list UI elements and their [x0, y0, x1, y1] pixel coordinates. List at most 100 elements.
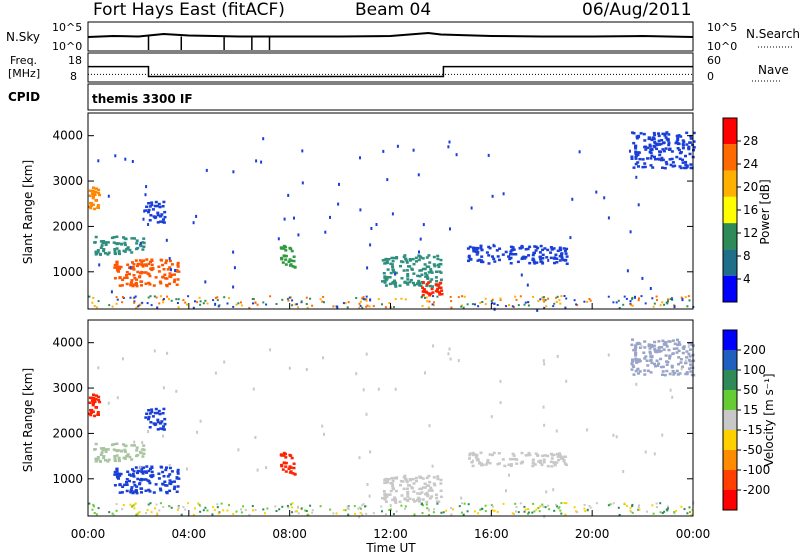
echo-cell-2-125	[176, 261, 180, 265]
ground-cell-74	[675, 509, 678, 512]
ground-cell-253	[433, 508, 435, 511]
sparse-cell-0	[427, 508, 430, 512]
ground-cell-15	[121, 301, 124, 304]
ground-cell-238	[511, 512, 514, 515]
ground-cell-158	[228, 297, 230, 300]
echo-cell-4-11	[284, 254, 288, 258]
ground-cell-129	[361, 504, 364, 507]
ground-cell-7	[155, 296, 158, 299]
ground-cell-151	[384, 306, 387, 309]
echo-cell-4-12	[288, 453, 292, 457]
ground-cell-26	[559, 302, 562, 305]
echo-cell-5-134	[437, 265, 441, 269]
sparse-cell-86	[449, 227, 451, 231]
echo-cell-3-19	[161, 427, 165, 431]
ground-cell-241	[175, 298, 178, 301]
echo-cell-6-61	[555, 461, 559, 464]
sparse-cell-65	[121, 357, 124, 361]
echo-cell-3-30	[162, 407, 166, 411]
sparse-cell-14	[603, 196, 606, 200]
echo-cell-3-8	[160, 420, 164, 423]
echo-cell-3-28	[156, 418, 160, 422]
ground-cell-41	[618, 307, 621, 309]
echo-cell-3-24	[153, 216, 157, 220]
sparse-cell-3	[369, 243, 372, 247]
echo-cell-5-79	[432, 476, 436, 479]
echo-cell-5-104	[430, 495, 434, 498]
ground-cell-69	[112, 513, 115, 516]
ground-cell-40	[146, 302, 149, 305]
echo-cell-5-35	[388, 276, 392, 279]
echo-cell-2-26	[128, 266, 131, 269]
ground-cell-211	[133, 301, 136, 304]
echo-cell-3-8	[160, 213, 164, 216]
echo-cell-2-105	[170, 263, 174, 266]
sparse-cell-20	[543, 362, 546, 366]
echo-cell-6-77	[492, 451, 496, 455]
ground-cell-38	[584, 510, 587, 513]
sparse-cell-23	[460, 496, 463, 500]
ground-cell-215	[305, 510, 308, 512]
echo-cell-5-61	[405, 480, 409, 484]
sparse-cell-61	[277, 237, 280, 241]
echo-cell-5-42	[424, 275, 428, 278]
ground-cell-28	[422, 504, 424, 507]
echo-cell-7-40	[509, 253, 512, 256]
ground-cell-32	[389, 508, 392, 511]
ground-cell-189	[184, 508, 187, 511]
echo-cell-7-84	[653, 348, 657, 352]
echo-cell-1-51	[123, 448, 127, 452]
ground-cell-127	[638, 297, 640, 300]
ground-cell-105	[248, 513, 251, 516]
echo-cell-5-96	[427, 489, 431, 492]
ground-cell-177	[631, 298, 634, 301]
ground-cell-154	[583, 507, 586, 510]
sparse-cell-56	[283, 217, 286, 221]
ground-cell-89	[155, 503, 158, 506]
echo-cell-4-22	[284, 470, 288, 473]
sparse-cell-83	[578, 150, 581, 154]
echo-cell-7-12	[655, 359, 659, 362]
echo-cell-4-17	[281, 261, 285, 264]
echo-cell-7-18	[677, 363, 680, 366]
ground-cell-125	[218, 304, 221, 307]
ground-cell-131	[631, 503, 634, 506]
echo-cell-3-13	[162, 218, 165, 221]
ground-cell-71	[115, 296, 118, 299]
sparse-cell-87	[260, 160, 263, 164]
echo-cell-5-108	[430, 271, 434, 274]
sparse-cell-67	[386, 178, 389, 182]
ground-cell-199	[214, 296, 217, 299]
echo-cell-5-58	[436, 477, 440, 481]
ground-cell-125	[515, 505, 518, 508]
echo-cell-7-158	[665, 369, 669, 373]
ground-cell-73	[404, 507, 406, 510]
sparse-cell-42	[265, 466, 268, 470]
y-tick-label-0: 1000	[52, 265, 83, 279]
echo-cell-5-48	[420, 487, 423, 490]
ground-cell-184	[240, 511, 243, 514]
sparse-cell-84	[145, 185, 148, 189]
ground-cell-88	[319, 505, 322, 508]
echo-cell-1-62	[142, 241, 146, 245]
echo-cell-3-23	[149, 421, 153, 424]
echo-cell-6-6	[468, 453, 472, 457]
ground-cell-103	[364, 505, 366, 508]
sparse-cell-0	[97, 159, 100, 163]
sparse-cell-68	[358, 515, 361, 519]
echo-cell-4-15	[279, 246, 283, 249]
sparse-cell-1	[321, 424, 324, 428]
echo-cell-2-76	[144, 489, 148, 492]
echo-cell-7-80	[679, 361, 683, 364]
echo-cell-7-64	[496, 255, 500, 258]
sparse-cell-11	[195, 214, 198, 218]
sparse-cell-43	[490, 415, 493, 419]
echo-cell-5-93	[408, 258, 412, 261]
ground-cell-162	[359, 511, 362, 514]
echo-cell-8-144	[657, 157, 660, 161]
ground-cell-149	[421, 295, 423, 298]
echo-cell-3-32	[150, 201, 154, 204]
ground-cell-153	[309, 297, 312, 300]
echo-cell-5-71	[399, 260, 403, 263]
sparse-cell-24	[555, 429, 558, 433]
